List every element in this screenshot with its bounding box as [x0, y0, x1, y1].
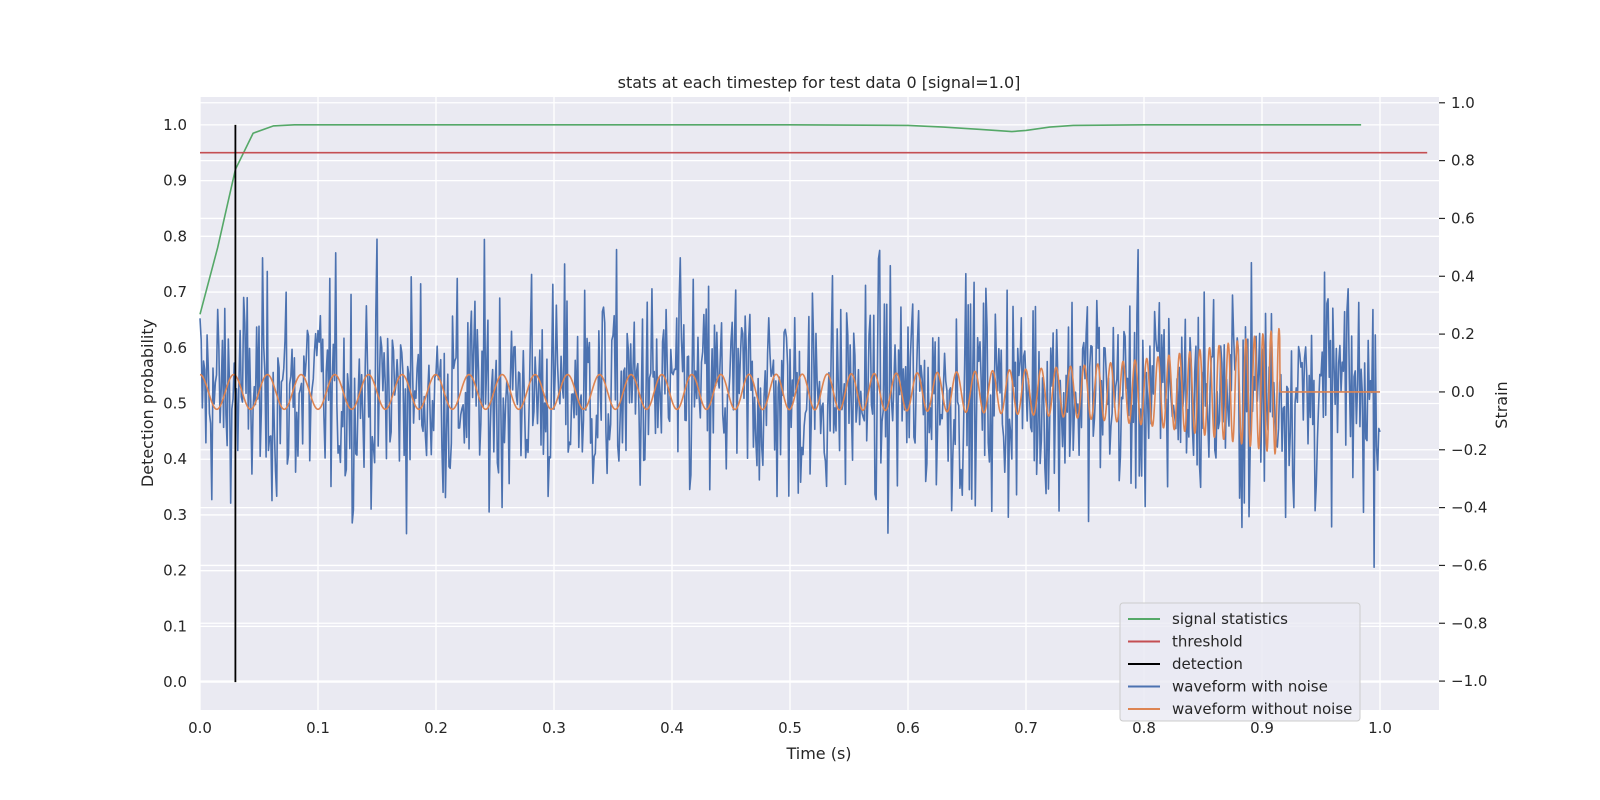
- legend-label: waveform with noise: [1172, 678, 1328, 696]
- x-tick-label: 0.2: [424, 719, 448, 737]
- x-tick-label: 0.0: [188, 719, 212, 737]
- x-tick-label: 0.4: [660, 719, 684, 737]
- x-tick-label: 0.6: [896, 719, 920, 737]
- y-axis-label-right: Strain: [1492, 381, 1511, 428]
- y-ticks-left: 0.0 0.1 0.2 0.3 0.4 0.5 0.6 0.7 0.8 0.9 1.0: [163, 116, 187, 691]
- x-tick-label: 1.0: [1368, 719, 1392, 737]
- y-axis-label-left: Detection probability: [138, 319, 157, 487]
- y-tick-label-left: 0.5: [163, 395, 187, 413]
- legend: signal statistics threshold detection wavef…: [1119, 602, 1361, 722]
- y-tick-label-right: −0.6: [1451, 556, 1487, 574]
- y-tick-label-right: 0.0: [1451, 383, 1475, 401]
- x-tick-label: 0.9: [1250, 719, 1274, 737]
- y-tick-label-right: 0.4: [1451, 267, 1475, 285]
- x-tick-label: 0.7: [1014, 719, 1038, 737]
- y-tick-label-right: 0.8: [1451, 152, 1475, 170]
- x-ticks: 0.0 0.1 0.2 0.3 0.4 0.5 0.6 0.7 0.8 0.9 1.0: [188, 719, 1392, 737]
- x-tick-label: 0.5: [778, 719, 802, 737]
- series-signal-statistics: [199, 124, 1362, 315]
- y-tick-label-left: 0.1: [163, 617, 187, 635]
- y-tick-label-right: −0.2: [1451, 441, 1487, 459]
- y-tick-label-left: 0.7: [163, 283, 187, 301]
- legend-label: detection: [1172, 655, 1243, 673]
- x-tick-label: 0.1: [306, 719, 330, 737]
- series-waveform-with-noise: [199, 238, 1381, 569]
- y-tick-label-right: −0.4: [1451, 499, 1487, 517]
- y-tick-label-right: −1.0: [1451, 672, 1487, 690]
- y-tick-label-left: 1.0: [163, 116, 187, 134]
- legend-label: waveform without noise: [1172, 700, 1352, 718]
- legend-box: [1119, 602, 1361, 722]
- y-tick-label-left: 0.0: [163, 673, 187, 691]
- series-layer: [199, 124, 1428, 683]
- chart-title: stats at each timestep for test data 0 […: [618, 73, 1021, 92]
- y-tick-label-left: 0.3: [163, 506, 187, 524]
- series-waveform-without-noise: [199, 327, 1381, 455]
- y-tick-label-left: 0.8: [163, 227, 187, 245]
- x-tick-label: 0.8: [1132, 719, 1156, 737]
- y-tick-label-left: 0.9: [163, 172, 187, 190]
- legend-label: threshold: [1172, 633, 1243, 651]
- y-tick-label-right: 0.6: [1451, 209, 1475, 227]
- y-tick-label-left: 0.2: [163, 562, 187, 580]
- y-tick-label-left: 0.6: [163, 339, 187, 357]
- y-tick-label-right: 0.2: [1451, 325, 1475, 343]
- legend-label: signal statistics: [1172, 610, 1288, 628]
- x-axis-label: Time (s): [785, 744, 851, 763]
- y-ticks-right: −1.0 −0.8 −0.6 −0.4 −0.2 0.0 0.2 0.4 0.6 0.8 1.0: [1439, 94, 1487, 690]
- y-tick-label-right: 1.0: [1451, 94, 1475, 112]
- y-tick-label-left: 0.4: [163, 450, 187, 468]
- x-tick-label: 0.3: [542, 719, 566, 737]
- y-tick-label-right: −0.8: [1451, 614, 1487, 632]
